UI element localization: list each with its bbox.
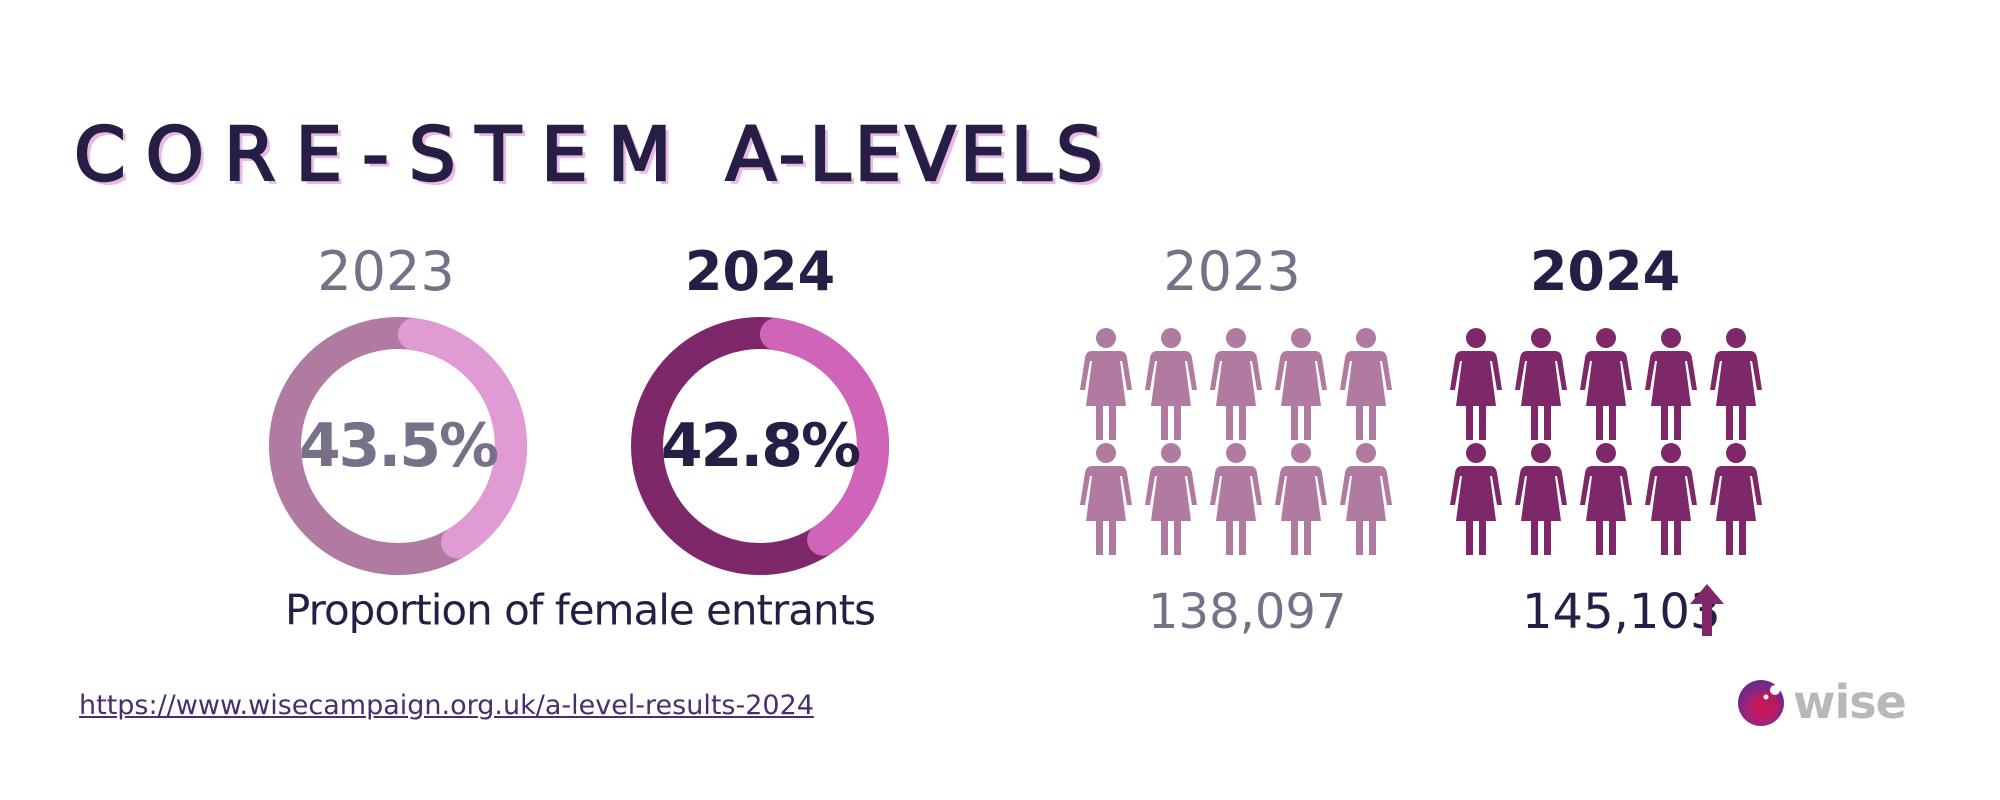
figures-2024 (1446, 328, 1771, 558)
woman-figure-icon (1710, 328, 1762, 440)
percent-2024: 42.8% (660, 411, 861, 481)
wise-logo: wise (1737, 675, 1907, 729)
donut-value-arc (269, 317, 527, 575)
donut-2023 (269, 317, 527, 575)
year-label-2023: 2023 (317, 240, 455, 303)
woman-figure-icon (1275, 443, 1327, 555)
woman-figure-icon (1580, 328, 1632, 440)
woman-figure-icon (1210, 443, 1262, 555)
year-label-2024: 2024 (684, 240, 836, 303)
woman-figure-icon (1080, 443, 1132, 555)
woman-figure-icon (1340, 328, 1392, 440)
percent-2023: 43.5% (298, 411, 499, 481)
proportion-caption: Proportion of female entrants (285, 585, 876, 635)
woman-figure-icon (1580, 443, 1632, 555)
donut-2024 (631, 317, 889, 575)
entrants-year-2023: 2023 (1163, 240, 1301, 303)
arrow-up-icon (1690, 584, 1724, 636)
woman-figure-icon (1145, 328, 1197, 440)
woman-figure-icon (1515, 443, 1567, 555)
wise-logo-icon (1738, 680, 1784, 726)
donut-value-arc (631, 317, 889, 575)
woman-figure-icon (1645, 328, 1697, 440)
figures-2023 (1076, 328, 1401, 558)
count-2023: 138,097 (1148, 584, 1347, 640)
woman-figure-icon (1710, 443, 1762, 555)
woman-figure-icon (1275, 328, 1327, 440)
woman-figure-icon (1080, 328, 1132, 440)
woman-figure-icon (1450, 328, 1502, 440)
count-2024: 145,103 (1522, 584, 1721, 640)
woman-figure-icon (1645, 443, 1697, 555)
woman-figure-icon (1340, 443, 1392, 555)
source-link[interactable]: https://www.wisecampaign.org.uk/a-level-… (79, 690, 814, 721)
woman-figure-icon (1145, 443, 1197, 555)
woman-figure-icon (1450, 443, 1502, 555)
entrants-year-2024: 2024 (1529, 240, 1681, 303)
woman-figure-icon (1210, 328, 1262, 440)
woman-figure-icon (1515, 328, 1567, 440)
page-title: CORE-STEM A-LEVELS (73, 112, 1107, 198)
